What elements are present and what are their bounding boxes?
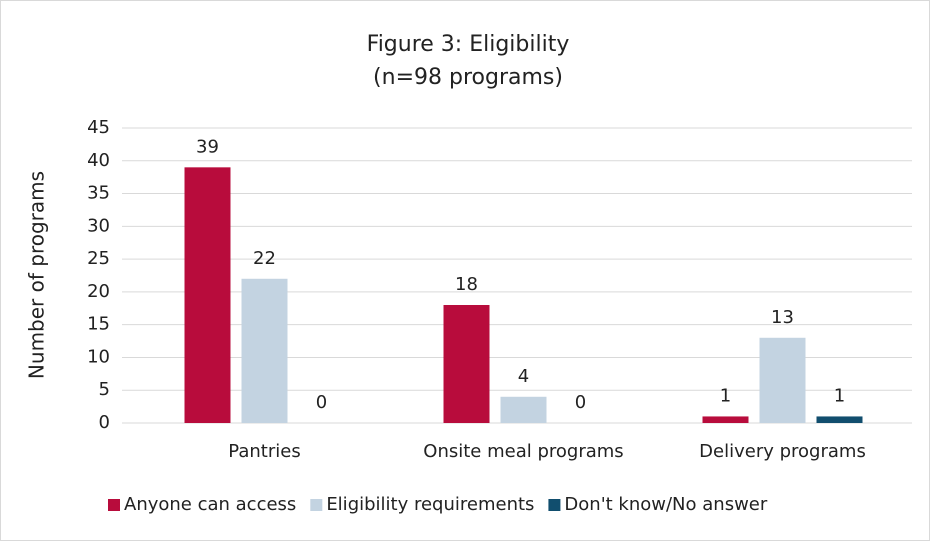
y-axis-label: Number of programs: [25, 171, 49, 379]
legend-swatch: [310, 499, 323, 511]
bar: [759, 337, 806, 423]
value-label: 0: [316, 392, 327, 413]
value-label: 4: [518, 366, 529, 387]
legend-label: Don't know/No answer: [564, 494, 767, 515]
y-tick-label: 0: [99, 412, 110, 433]
y-tick-label: 35: [87, 183, 110, 204]
bar: [702, 416, 749, 423]
y-tick-label: 20: [87, 281, 110, 302]
value-label: 22: [253, 248, 276, 269]
y-tick-label: 15: [87, 314, 110, 335]
value-label: 1: [720, 385, 731, 406]
y-tick-label: 25: [87, 248, 110, 269]
chart-title: Figure 3: Eligibility: [367, 32, 570, 57]
legend-label: Eligibility requirements: [326, 494, 534, 515]
legend-swatch: [548, 499, 561, 511]
value-label: 0: [575, 392, 586, 413]
x-tick-label: Onsite meal programs: [423, 441, 623, 462]
bar: [184, 167, 231, 423]
bar: [500, 396, 547, 423]
bar: [443, 305, 490, 423]
value-label: 18: [455, 274, 478, 295]
legend-swatch: [108, 499, 120, 511]
x-tick-label: Pantries: [228, 441, 300, 462]
value-label: 13: [771, 307, 794, 328]
y-tick-label: 5: [99, 379, 110, 400]
y-tick-label: 45: [87, 117, 110, 138]
x-tick-label: Delivery programs: [699, 441, 866, 462]
legend-label: Anyone can access: [124, 494, 296, 515]
y-tick-label: 40: [87, 150, 110, 171]
y-tick-label: 10: [87, 346, 110, 367]
bar: [816, 416, 863, 423]
bar: [241, 278, 288, 423]
y-tick-label: 30: [87, 215, 110, 236]
value-label: 39: [196, 136, 219, 157]
chart-subtitle: (n=98 programs): [373, 65, 563, 90]
value-label: 1: [834, 385, 845, 406]
